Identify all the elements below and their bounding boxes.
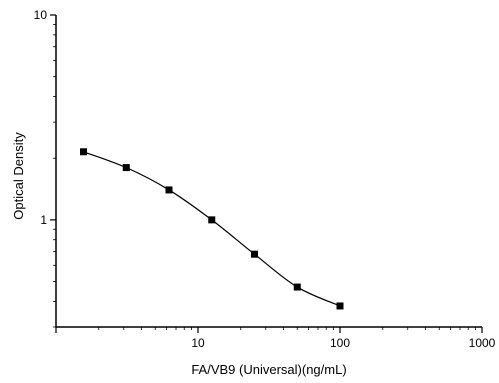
data-point bbox=[293, 283, 301, 291]
y-tick-label: 1 bbox=[40, 213, 47, 227]
data-point bbox=[80, 148, 88, 156]
fit-curve bbox=[83, 151, 341, 307]
y-tick-label: 10 bbox=[34, 8, 48, 22]
data-point bbox=[122, 164, 130, 172]
data-point bbox=[165, 186, 173, 194]
y-axis-label: Optical Density bbox=[11, 132, 26, 220]
data-point bbox=[208, 216, 216, 224]
x-axis: 10 100 1000 bbox=[55, 326, 496, 350]
x-tick-label: 100 bbox=[330, 336, 350, 350]
x-tick-label: 1000 bbox=[469, 336, 496, 350]
x-axis-label: FA/VB9 (Universal)(ng/mL) bbox=[191, 362, 346, 377]
data-points bbox=[80, 148, 344, 310]
data-point bbox=[251, 250, 259, 258]
x-tick-label: 10 bbox=[191, 336, 205, 350]
y-axis: 10 1 bbox=[34, 8, 57, 328]
data-point bbox=[336, 302, 344, 310]
